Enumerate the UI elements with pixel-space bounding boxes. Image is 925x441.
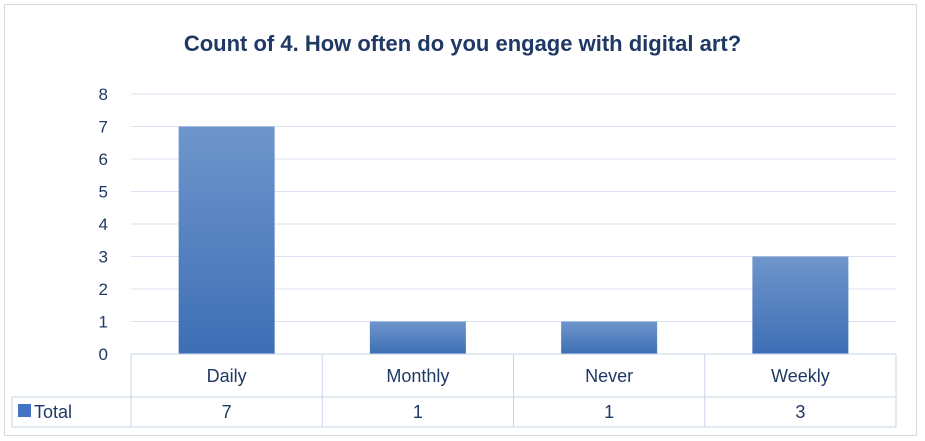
category-label: Weekly: [771, 366, 830, 386]
bar: [561, 321, 658, 354]
data-table-value: 3: [795, 402, 805, 422]
data-table-value: 7: [222, 402, 232, 422]
category-label: Monthly: [386, 366, 449, 386]
bar: [752, 256, 849, 354]
y-tick-label: 0: [99, 345, 108, 364]
y-tick-label: 7: [99, 118, 108, 137]
legend-key: [18, 404, 31, 417]
bar: [369, 321, 466, 354]
bar: [178, 126, 275, 354]
data-table-value: 1: [604, 402, 614, 422]
y-tick-label: 6: [99, 150, 108, 169]
chart-frame: [4, 4, 917, 436]
data-table: Daily Monthly Never Weekly Total 7 1 1 3: [11, 353, 897, 428]
category-label: Daily: [207, 366, 247, 386]
data-table-value: 1: [413, 402, 423, 422]
y-tick-label: 2: [99, 280, 108, 299]
series-name: Total: [34, 402, 72, 422]
y-axis-ticks: 0 1 2 3 4 5 6 7 8: [99, 85, 108, 364]
y-tick-label: 1: [99, 313, 108, 332]
y-tick-label: 4: [99, 215, 108, 234]
y-tick-label: 8: [99, 85, 108, 104]
category-label: Never: [585, 366, 633, 386]
chart-title: Count of 4. How often do you engage with…: [183, 31, 742, 56]
y-tick-label: 5: [99, 183, 108, 202]
bars: [178, 126, 849, 354]
y-tick-label: 3: [99, 248, 108, 267]
